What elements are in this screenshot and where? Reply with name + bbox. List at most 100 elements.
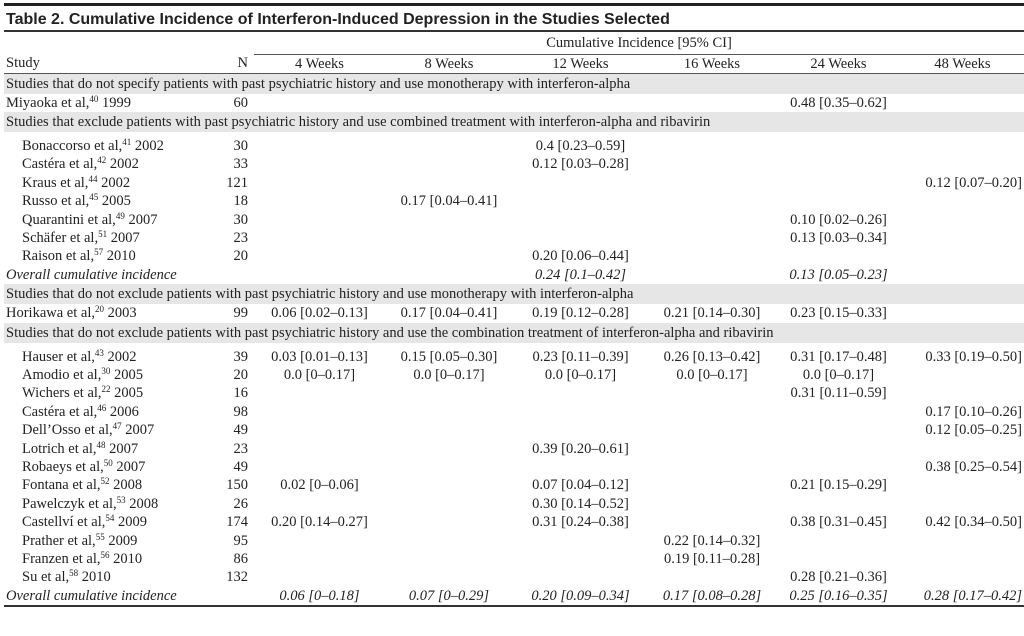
study-year: 2009 bbox=[104, 532, 138, 549]
incidence-cell: 0.4 [0.23–0.59] bbox=[535, 137, 626, 154]
table-row: Prather et al,55 2009 95 0.22 [0.14–0.32] bbox=[4, 532, 1024, 550]
table-row: Franzen et al,56 2010 86 0.19 [0.11–0.28] bbox=[4, 550, 1024, 568]
incidence-cell bbox=[254, 458, 385, 476]
section-label: Studies that do not exclude patients wit… bbox=[4, 284, 1024, 305]
incidence-cell: 0.0 [0–0.17] bbox=[676, 366, 748, 383]
incidence-cell bbox=[254, 247, 385, 265]
sample-size-cell: 132 bbox=[226, 569, 248, 586]
incidence-cell bbox=[385, 476, 513, 494]
table-row: Horikawa et al,20 2003 99 0.06 [0.02–0.13]… bbox=[4, 304, 1024, 322]
incidence-cell bbox=[648, 384, 776, 402]
incidence-cell bbox=[385, 384, 513, 402]
incidence-cell bbox=[385, 174, 513, 192]
incidence-cell bbox=[901, 384, 1024, 402]
incidence-cell: 0.12 [0.05–0.25] bbox=[925, 422, 1022, 439]
reference-number: 58 bbox=[69, 568, 79, 579]
table-row: Castéra et al,42 2002 33 0.12 [0.03–0.28] bbox=[4, 155, 1024, 173]
overall-incidence-cell: 0.25 [0.16–0.35] bbox=[789, 587, 888, 604]
incidence-cell bbox=[254, 384, 385, 402]
incidence-cell bbox=[254, 229, 385, 247]
sample-size-cell: 39 bbox=[233, 348, 249, 365]
section-label: Studies that do not exclude patients wit… bbox=[4, 322, 1024, 343]
incidence-cell bbox=[648, 440, 776, 458]
sample-size-cell: 95 bbox=[233, 532, 249, 549]
overall-row: Overall cumulative incidence 0.06 [0–0.18… bbox=[4, 587, 1024, 605]
incidence-cell bbox=[385, 137, 513, 155]
incidence-cell bbox=[513, 403, 648, 421]
sample-size-cell: 174 bbox=[226, 514, 248, 531]
study-column-header: Study bbox=[4, 54, 204, 74]
reference-number: 20 bbox=[94, 304, 104, 315]
table-row: Russo et al,45 2005 18 0.17 [0.04–0.41] bbox=[4, 192, 1024, 210]
section-label: Studies that do not specify patients wit… bbox=[4, 73, 1024, 94]
overall-row: Overall cumulative incidence 0.24 [0.1–0.… bbox=[4, 266, 1024, 284]
reference-number: 52 bbox=[100, 476, 110, 487]
table-row: Schäfer et al,51 2007 23 0.13 [0.03–0.34] bbox=[4, 229, 1024, 247]
week-column-header: 24 Weeks bbox=[776, 54, 901, 74]
sample-size-cell: 20 bbox=[233, 248, 249, 265]
sample-size-cell: 26 bbox=[233, 495, 249, 512]
incidence-cell bbox=[901, 94, 1024, 112]
incidence-cell bbox=[648, 476, 776, 494]
study-cell: Fontana et al,52 2008 bbox=[4, 476, 204, 494]
reference-number: 43 bbox=[94, 347, 104, 358]
incidence-cell: 0.10 [0.02–0.26] bbox=[790, 211, 887, 228]
reference-number: 47 bbox=[112, 421, 122, 432]
section-header-row: Studies that do not exclude patients wit… bbox=[4, 322, 1024, 343]
incidence-cell bbox=[776, 421, 901, 439]
sample-size-cell: 20 bbox=[233, 366, 249, 383]
incidence-cell bbox=[648, 229, 776, 247]
study-year: 2006 bbox=[106, 403, 139, 420]
n-column-header: N bbox=[204, 54, 254, 74]
incidence-cell bbox=[901, 247, 1024, 265]
incidence-cell bbox=[513, 192, 648, 210]
top-rule bbox=[4, 3, 1024, 6]
incidence-cell bbox=[648, 155, 776, 173]
incidence-cell: 0.12 [0.03–0.28] bbox=[532, 156, 629, 173]
incidence-cell: 0.31 [0.24–0.38] bbox=[532, 514, 629, 531]
incidence-table: Cumulative Incidence [95% CI] Study N 4 … bbox=[4, 31, 1024, 606]
incidence-cell: 0.21 [0.14–0.30] bbox=[663, 305, 761, 322]
study-author: Castellví et al, bbox=[22, 514, 106, 531]
study-year: 2009 bbox=[114, 514, 147, 531]
incidence-cell bbox=[385, 440, 513, 458]
study-author: Kraus et al, bbox=[22, 174, 89, 191]
overall-incidence-cell bbox=[385, 266, 513, 284]
study-author: Quarantini et al, bbox=[22, 211, 116, 228]
reference-number: 48 bbox=[96, 439, 106, 450]
study-author: Horikawa et al, bbox=[6, 305, 95, 322]
study-author: Pawelczyk et al, bbox=[22, 495, 117, 512]
reference-number: 42 bbox=[97, 155, 107, 166]
incidence-cell: 0.23 [0.15–0.33] bbox=[790, 305, 887, 322]
incidence-cell bbox=[385, 550, 513, 568]
study-author: Lotrich et al, bbox=[22, 440, 97, 457]
incidence-cell bbox=[254, 550, 385, 568]
incidence-cell bbox=[776, 458, 901, 476]
incidence-cell: 0.31 [0.17–0.48] bbox=[790, 348, 887, 365]
incidence-cell bbox=[648, 247, 776, 265]
incidence-cell bbox=[385, 495, 513, 513]
incidence-cell bbox=[254, 568, 385, 586]
sample-size-cell: 86 bbox=[233, 551, 249, 568]
incidence-cell bbox=[513, 568, 648, 586]
study-author: Prather et al, bbox=[22, 532, 96, 549]
incidence-cell bbox=[254, 137, 385, 155]
study-year: 2007 bbox=[105, 440, 139, 457]
study-cell: Kraus et al,44 2002 bbox=[4, 174, 204, 192]
incidence-cell: 0.15 [0.05–0.30] bbox=[400, 348, 498, 365]
table-row: Castellví et al,54 2009 174 0.20 [0.14–0.2… bbox=[4, 513, 1024, 531]
incidence-cell bbox=[254, 421, 385, 439]
study-author: Miyaoka et al, bbox=[6, 94, 90, 111]
incidence-cell bbox=[901, 229, 1024, 247]
incidence-cell bbox=[901, 304, 1024, 322]
study-cell: Castéra et al,42 2002 bbox=[4, 155, 204, 173]
incidence-cell bbox=[513, 384, 648, 402]
study-year: 2008 bbox=[125, 495, 159, 512]
table-row: Castéra et al,46 2006 98 0.17 [0.10–0.26] bbox=[4, 403, 1024, 421]
sample-size-cell: 18 bbox=[233, 193, 249, 210]
incidence-cell: 0.13 [0.03–0.34] bbox=[790, 229, 887, 246]
overall-label: Overall cumulative incidence bbox=[6, 587, 177, 604]
study-cell: Quarantini et al,49 2007 bbox=[4, 211, 204, 229]
incidence-cell: 0.28 [0.21–0.36] bbox=[790, 569, 887, 586]
incidence-cell bbox=[776, 495, 901, 513]
